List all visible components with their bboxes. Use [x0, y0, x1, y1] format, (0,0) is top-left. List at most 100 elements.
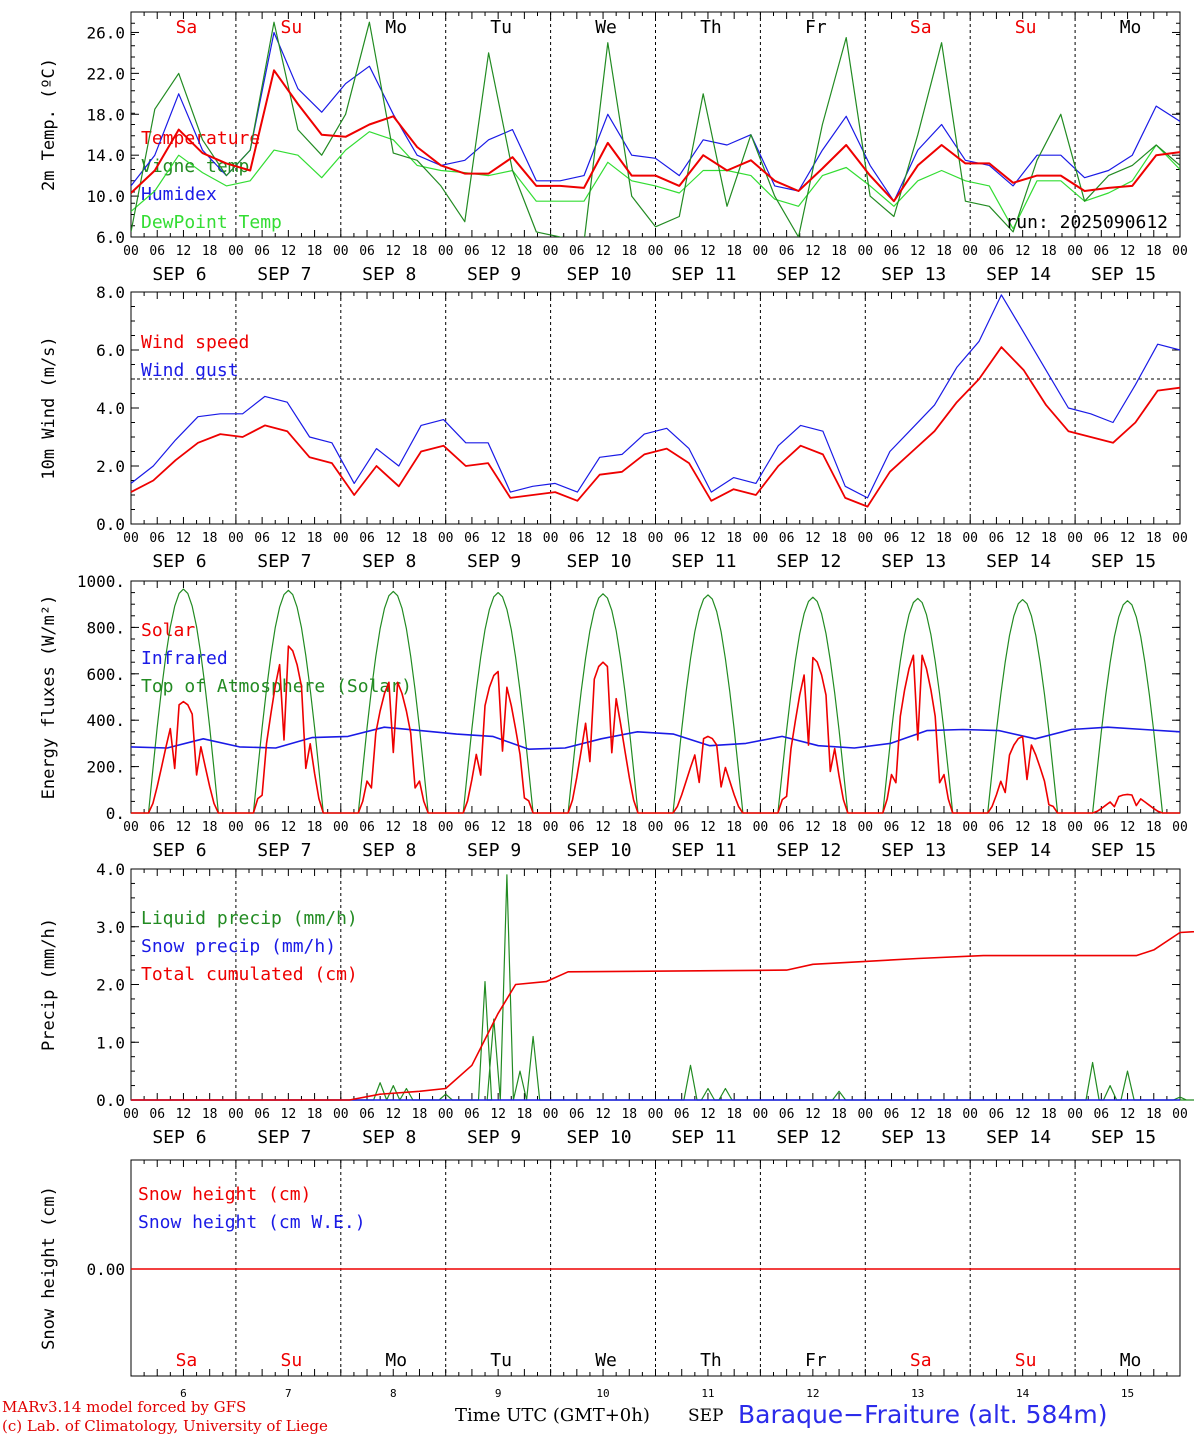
day-number: 14 — [1016, 1387, 1030, 1400]
day-number: 15 — [1121, 1387, 1134, 1400]
y-axis-label: Snow height (cm) — [39, 1186, 59, 1350]
date-label: SEP 12 — [776, 840, 841, 861]
hour-label: 06 — [779, 244, 795, 259]
hour-label: 12 — [910, 531, 926, 546]
legend-entry: DewPoint Temp — [141, 212, 282, 233]
hour-label: 12 — [595, 1107, 611, 1122]
date-label: SEP 11 — [671, 1127, 736, 1148]
hour-label: 06 — [1093, 1107, 1109, 1122]
hour-label: 00 — [962, 1107, 978, 1122]
date-label: SEP 13 — [881, 1127, 946, 1148]
hour-label: 06 — [359, 531, 375, 546]
hour-label: 06 — [359, 244, 375, 259]
hour-label: 00 — [228, 1107, 244, 1122]
date-label: SEP 9 — [467, 1127, 521, 1148]
hour-label: 18 — [412, 244, 428, 259]
hour-label: 18 — [726, 531, 742, 546]
hour-label: 18 — [621, 820, 637, 835]
time-axis-label: Time UTC (GMT+0h) — [455, 1405, 650, 1426]
hour-label: 06 — [1093, 531, 1109, 546]
hour-label: 12 — [385, 820, 401, 835]
day-number: 11 — [701, 1387, 714, 1400]
legend-entry: Snow precip (mm/h) — [141, 936, 336, 957]
hour-label: 00 — [228, 820, 244, 835]
hour-label: 18 — [1146, 244, 1162, 259]
date-label: SEP 7 — [257, 551, 311, 572]
hour-label: 00 — [123, 244, 139, 259]
hour-label: 06 — [254, 531, 270, 546]
hour-label: 06 — [884, 1107, 900, 1122]
hour-label: 12 — [385, 1107, 401, 1122]
hour-label: 00 — [857, 244, 873, 259]
hour-label: 18 — [831, 820, 847, 835]
date-label: SEP 11 — [671, 551, 736, 572]
hour-label: 00 — [753, 244, 769, 259]
hour-label: 12 — [805, 820, 821, 835]
hour-label: 00 — [1172, 820, 1188, 835]
y-tick-label: 6.0 — [96, 341, 125, 360]
legend-entry: Snow height (cm) — [138, 1184, 311, 1205]
hour-label: 00 — [123, 1107, 139, 1122]
hour-label: 06 — [569, 820, 585, 835]
hour-label: 18 — [621, 244, 637, 259]
hour-label: 18 — [412, 531, 428, 546]
legend-entry: Top of Atmosphere (Solar) — [141, 676, 412, 697]
y-tick-label: 200. — [86, 758, 125, 777]
day-name: Su — [1015, 1350, 1037, 1371]
hour-label: 12 — [490, 531, 506, 546]
hour-label: 12 — [385, 244, 401, 259]
day-name: Mo — [385, 1350, 407, 1371]
hour-label: 00 — [333, 820, 349, 835]
hour-label: 06 — [149, 820, 165, 835]
hour-label: 12 — [910, 1107, 926, 1122]
y-tick-label: 6.0 — [96, 228, 125, 247]
hour-label: 18 — [1146, 531, 1162, 546]
hour-label: 00 — [648, 531, 664, 546]
panel-2: 0.0 2.0 4.0 6.0 8.0 10m Wind (m/s) 00 06 12 18 SEP… — [39, 283, 1188, 572]
hour-label: 12 — [595, 531, 611, 546]
date-label: SEP 14 — [986, 1127, 1051, 1148]
hour-label: 00 — [962, 820, 978, 835]
series-line — [131, 930, 1194, 1101]
date-label: SEP 13 — [881, 840, 946, 861]
hour-label: 18 — [307, 531, 323, 546]
hour-label: 18 — [307, 244, 323, 259]
hour-label: 06 — [989, 820, 1005, 835]
hour-label: 18 — [1041, 244, 1057, 259]
date-label: SEP 14 — [986, 551, 1051, 572]
day-name: Mo — [1120, 1350, 1142, 1371]
legend-entry: Snow height (cm W.E.) — [138, 1212, 366, 1233]
hour-label: 00 — [1172, 244, 1188, 259]
hour-label: 00 — [648, 820, 664, 835]
date-label: SEP 9 — [467, 551, 521, 572]
hour-label: 00 — [333, 1107, 349, 1122]
y-axis-label: Energy fluxes (W/m²) — [39, 595, 59, 800]
series-line — [131, 874, 1194, 1101]
hour-label: 18 — [202, 820, 218, 835]
hour-label: 18 — [936, 1107, 952, 1122]
hour-label: 00 — [438, 531, 454, 546]
y-tick-label: 18.0 — [86, 105, 125, 124]
date-label: SEP 7 — [257, 840, 311, 861]
day-number: 9 — [495, 1387, 502, 1400]
hour-label: 12 — [281, 244, 297, 259]
y-tick-label: 3.0 — [96, 918, 125, 937]
day-name: Sa — [910, 17, 932, 38]
hour-label: 12 — [700, 1107, 716, 1122]
hour-label: 06 — [569, 1107, 585, 1122]
y-tick-label: 0.0 — [96, 1091, 125, 1110]
legend-entry: Liquid precip (mm/h) — [141, 908, 358, 929]
station-title: Baraque−Fraiture (alt. 584m) — [738, 1400, 1108, 1429]
panel-3: 0. 200. 400. 600. 800. 1000. Energy fluxes (W/… — [39, 572, 1188, 861]
day-number: 6 — [180, 1387, 187, 1400]
date-label: SEP 10 — [567, 264, 632, 285]
hour-label: 12 — [1120, 1107, 1136, 1122]
date-label: SEP 13 — [881, 264, 946, 285]
day-name: Mo — [1120, 17, 1142, 38]
hour-label: 06 — [989, 244, 1005, 259]
y-tick-label: 14.0 — [86, 146, 125, 165]
date-label: SEP 12 — [776, 1127, 841, 1148]
hour-label: 18 — [831, 244, 847, 259]
hour-label: 00 — [1067, 244, 1083, 259]
